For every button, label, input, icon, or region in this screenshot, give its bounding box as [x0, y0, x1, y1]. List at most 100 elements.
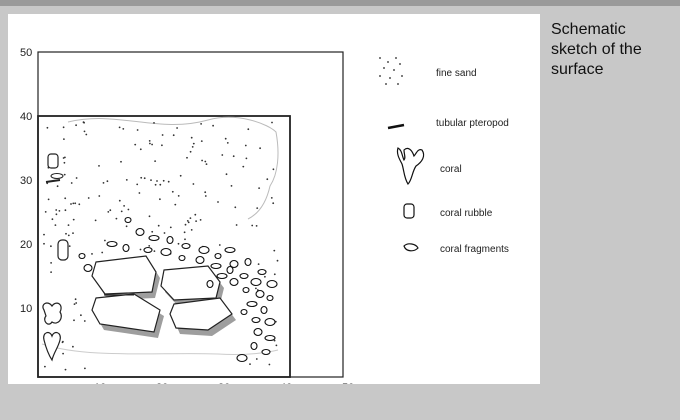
coral-fragment	[166, 235, 174, 245]
tubular-pteropod-icon	[387, 123, 405, 130]
corals	[42, 153, 69, 362]
legend-coral-fragments: coral fragments	[440, 244, 509, 255]
sand-dot	[255, 287, 257, 290]
sand-dot	[245, 157, 248, 160]
sand-dot	[120, 210, 123, 213]
sand-dot	[125, 225, 128, 228]
sand-dot	[47, 198, 50, 201]
sand-dot	[63, 161, 66, 164]
y-tick-50: 50	[20, 47, 32, 59]
sand-dot	[83, 130, 86, 133]
coral-fragment	[210, 262, 222, 270]
sand-dot	[140, 176, 143, 179]
sand-dot	[55, 209, 58, 211]
coral-fragment	[253, 327, 263, 337]
caption-line-3: surface	[551, 61, 604, 78]
legend-coral-rubble: coral rubble	[440, 208, 493, 219]
coral-fragment	[214, 252, 222, 260]
sand-dot	[176, 127, 179, 129]
sand-dot	[73, 319, 75, 322]
sand-dot	[174, 203, 177, 206]
sand-dot	[64, 209, 67, 212]
sand-dot	[154, 160, 157, 163]
coral-fragment	[266, 279, 278, 289]
sand-dot	[68, 245, 71, 248]
sand-dot	[186, 156, 188, 159]
sand-dot	[255, 225, 258, 227]
coral-fragment	[160, 247, 172, 257]
coral-fragment	[226, 265, 234, 275]
sand-dot	[234, 206, 237, 209]
sand-dot	[51, 218, 54, 221]
sand-dot	[230, 185, 233, 187]
sand-dot	[159, 183, 162, 186]
x-tick-50: 50	[342, 382, 354, 384]
sand-dot	[271, 121, 273, 124]
caption-line-1: Schematic	[551, 21, 626, 38]
sand-dot	[75, 302, 78, 304]
sand-dot	[62, 126, 65, 129]
coral-fragment	[124, 216, 132, 224]
sand-dot	[151, 230, 154, 233]
sand-dot	[275, 344, 278, 347]
sand-dot	[156, 180, 158, 182]
sand-dot	[255, 358, 258, 360]
legend-coral: coral	[440, 164, 462, 175]
sand-dot	[55, 213, 58, 216]
sand-dot	[118, 126, 121, 129]
sand-dot	[190, 229, 193, 231]
sand-dot	[268, 363, 271, 366]
sand-dot	[192, 183, 195, 185]
sand-dot	[179, 174, 182, 177]
coral-fragment	[216, 272, 228, 280]
coral-fragment	[255, 289, 265, 299]
sand-dot	[139, 148, 142, 151]
y-tick-30: 30	[20, 175, 32, 187]
sand-dot	[218, 244, 221, 246]
sand-dot	[177, 195, 180, 197]
sand-dot	[102, 182, 105, 184]
sand-dot	[98, 195, 101, 197]
coral-fragment	[83, 263, 93, 273]
coral-fragment	[257, 268, 267, 276]
sand-dot	[118, 199, 121, 202]
x-tick-40: 40	[280, 382, 292, 384]
sand-dot	[187, 221, 190, 224]
sand-dot	[221, 154, 224, 156]
sand-dot	[273, 273, 276, 276]
sand-dot	[172, 134, 175, 137]
sand-dot	[200, 140, 203, 142]
sand-dot	[46, 126, 49, 129]
sand-dot	[54, 224, 57, 227]
sand-dot	[106, 180, 109, 183]
legend-tubular-pteropod: tubular pteropod	[436, 118, 509, 129]
sand-dot	[72, 232, 74, 235]
sand-dot	[276, 259, 279, 262]
coral-rubble-icon	[403, 203, 415, 219]
sand-dot	[134, 143, 137, 146]
sand-dot	[190, 136, 193, 139]
sand-dot	[272, 202, 275, 205]
sand-dot	[67, 234, 70, 237]
sand-dot	[56, 185, 59, 188]
sand-dot	[65, 232, 67, 235]
coral-icon	[396, 147, 425, 185]
inner-frame	[37, 115, 291, 378]
coral-fragment	[181, 242, 191, 250]
coral-fragment	[264, 317, 276, 327]
sand-dot	[107, 211, 110, 213]
fine-sand-area	[43, 121, 279, 371]
sand-dot	[84, 367, 86, 370]
sand-dot	[235, 224, 238, 226]
sand-dot	[242, 165, 245, 168]
sand-dot	[184, 223, 187, 226]
coral-fragment	[135, 227, 145, 237]
sand-dot	[72, 345, 74, 348]
coral-fragment	[260, 305, 268, 315]
y-tick-20: 20	[20, 239, 32, 251]
coral-fragment	[195, 255, 205, 265]
caption-line-2: sketch of the	[551, 41, 642, 58]
sand-dot	[70, 203, 72, 205]
sand-dot	[256, 207, 259, 210]
sand-dot	[109, 209, 112, 212]
